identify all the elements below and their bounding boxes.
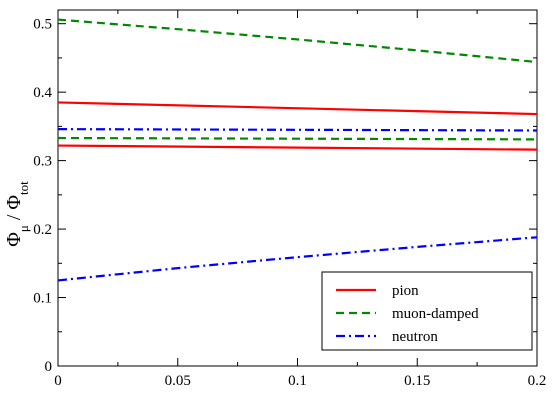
y-axis-label: Φμ / Φtot bbox=[3, 181, 31, 247]
series-line-muon-damped-2 bbox=[57, 18, 538, 64]
legend: pion muon-damped neutron bbox=[321, 271, 533, 351]
legend-label-muon-damped: muon-damped bbox=[392, 306, 479, 322]
x-tick-label: 0.1 bbox=[288, 373, 307, 389]
series-line-neutron-4 bbox=[57, 128, 538, 132]
y-axis-label-denom-sub: tot bbox=[16, 181, 31, 195]
ticks-layer: 0 0.05 0.1 0.15 0.2 0 0.1 0.2 0.3 0.4 0.5 bbox=[33, 10, 546, 389]
y-tick-label: 0.1 bbox=[33, 291, 52, 307]
x-tick-label: 0.15 bbox=[404, 373, 430, 389]
legend-label-neutron: neutron bbox=[392, 329, 438, 345]
x-tick-label: 0.05 bbox=[165, 373, 191, 389]
y-axis-label-denom: Φ bbox=[3, 195, 25, 210]
y-axis-label-main: Φ bbox=[3, 232, 25, 247]
y-axis-label-main-sub: μ bbox=[16, 225, 31, 232]
legend-label-pion: pion bbox=[392, 283, 419, 299]
series-line-pion-1 bbox=[57, 144, 538, 151]
x-tick-label: 0.2 bbox=[528, 373, 547, 389]
y-tick-label: 0 bbox=[45, 359, 53, 375]
y-tick-label: 0.3 bbox=[33, 154, 52, 170]
series-line-muon-damped-3 bbox=[57, 136, 538, 141]
y-tick-label: 0.5 bbox=[33, 17, 52, 33]
series-line-pion-0 bbox=[57, 101, 538, 116]
y-tick-label: 0.4 bbox=[33, 85, 52, 101]
series-layer bbox=[57, 18, 538, 282]
y-axis-label-separator: / bbox=[3, 210, 25, 226]
series-line-neutron-5 bbox=[57, 236, 538, 282]
x-tick-label: 0 bbox=[54, 373, 62, 389]
y-tick-label: 0.2 bbox=[33, 222, 52, 238]
